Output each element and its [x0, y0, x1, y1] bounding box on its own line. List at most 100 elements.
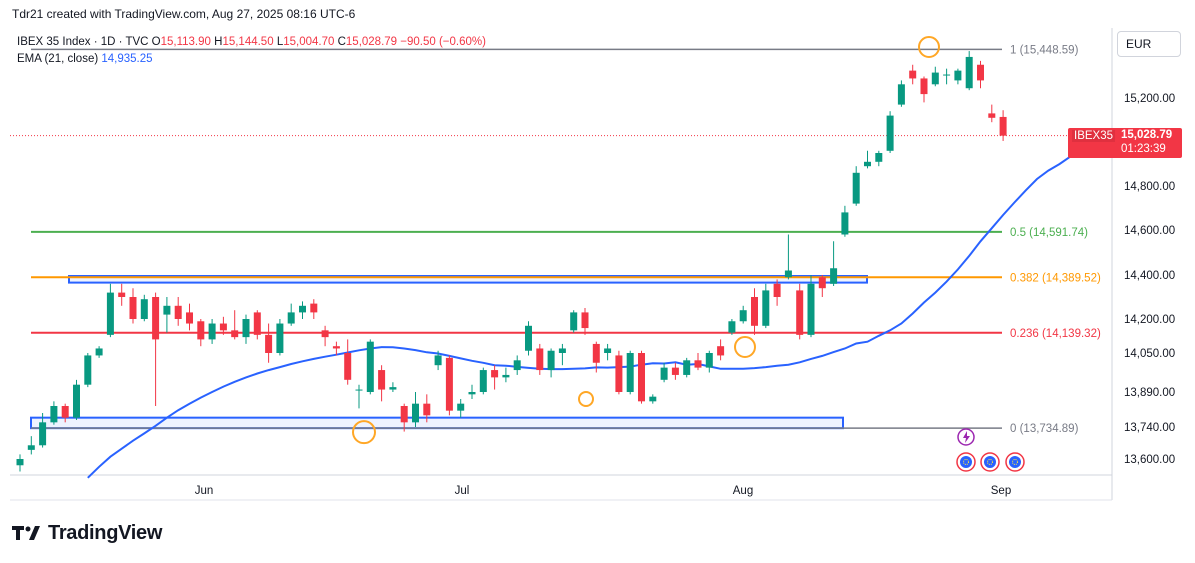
- candle-body: [931, 72, 939, 85]
- candle-body: [683, 360, 691, 375]
- tradingview-logo-icon: [12, 526, 40, 540]
- candle-body: [796, 290, 804, 335]
- candle-body: [536, 348, 544, 371]
- candle-body: [39, 422, 47, 446]
- candle-body: [547, 350, 555, 371]
- candle-body: [705, 353, 713, 368]
- candle-body: [638, 353, 645, 402]
- candle-body: [852, 172, 860, 204]
- candle-body: [84, 355, 92, 385]
- price-tick-label: 14,600.00: [1124, 225, 1175, 237]
- change-value: −90.50 (−0.60%): [400, 36, 486, 48]
- fib-level-label: 0.5 (14,591.74): [1010, 227, 1088, 239]
- candle-body: [61, 406, 69, 418]
- high-value: 15,144.50: [222, 36, 274, 48]
- last-price-tag: IBEX35 15,028.79 01:23:39: [1068, 128, 1182, 158]
- candle-body: [344, 353, 352, 380]
- candle-body: [728, 321, 736, 333]
- candle-body: [999, 116, 1007, 136]
- flag-stars-icon: [1012, 459, 1018, 465]
- lightning-bolt-icon: [963, 431, 970, 443]
- price-tag-value: 15,028.79: [1121, 129, 1173, 141]
- chart-credit: Tdr21 created with TradingView.com, Aug …: [12, 7, 356, 21]
- close-label: C: [337, 36, 346, 48]
- candle-body: [321, 330, 329, 338]
- candle-body: [287, 312, 295, 324]
- candle-body: [355, 389, 363, 391]
- price-tick-label: 13,740.00: [1124, 422, 1175, 434]
- time-tick-label: Jul: [455, 485, 470, 497]
- candle-body: [378, 370, 386, 390]
- currency-selector[interactable]: EUR: [1117, 31, 1181, 57]
- price-tick-label: 14,050.00: [1124, 348, 1175, 360]
- candle-body: [265, 334, 273, 353]
- candle-body: [818, 277, 826, 289]
- fib-level-label: 1 (15,448.59): [1010, 44, 1079, 56]
- candle-body: [988, 113, 996, 118]
- low-label: L: [276, 36, 284, 48]
- candle-body: [468, 392, 476, 395]
- candle-body: [219, 323, 227, 331]
- candle-body: [671, 367, 679, 375]
- highlight-circle: [734, 336, 756, 358]
- candle-body: [841, 212, 849, 235]
- candle-body: [694, 360, 702, 368]
- symbol-name[interactable]: IBEX 35 Index · 1D · TVC: [17, 36, 149, 48]
- chart-svg[interactable]: 13,600.00 13,740.00 13,890.00 14,050.00 14,2…: [0, 0, 1195, 520]
- candle-body: [977, 64, 984, 81]
- candle-body: [592, 343, 600, 363]
- ema-21-line: [87, 155, 1072, 479]
- close-value: 15,028.79: [345, 36, 398, 48]
- candle-body: [400, 406, 408, 423]
- candle-body: [16, 459, 24, 466]
- high-label: H: [214, 36, 223, 48]
- candle-body: [920, 78, 928, 95]
- resistance-zone-rect: [68, 275, 868, 284]
- flag-icon: [1009, 456, 1021, 468]
- candle-body: [581, 312, 589, 329]
- flag-stars-icon: [963, 459, 969, 465]
- candle-body: [525, 325, 532, 351]
- candle-body: [50, 406, 58, 423]
- highlight-circle: [918, 36, 940, 58]
- candle-body: [784, 270, 792, 278]
- candle-body: [965, 56, 973, 89]
- price-tick-label: 14,200.00: [1124, 314, 1175, 326]
- candle-body: [310, 303, 318, 313]
- candle-body: [445, 357, 453, 411]
- candle-body: [27, 445, 35, 450]
- ohlc-legend: IBEX 35 Index · 1D · TVC O15,113.90 H15,…: [17, 36, 486, 48]
- candle-body: [389, 387, 397, 390]
- candle-body: [649, 396, 657, 402]
- ema-legend[interactable]: EMA (21, close) 14,935.25: [17, 53, 153, 65]
- tradingview-logo[interactable]: TradingView: [12, 521, 162, 545]
- candle-body: [513, 360, 521, 371]
- candle-body: [242, 319, 250, 338]
- candle-body: [231, 330, 239, 338]
- time-tick-label: Aug: [733, 485, 753, 497]
- chart-area[interactable]: 13,600.00 13,740.00 13,890.00 14,050.00 14,2…: [0, 0, 1195, 520]
- candle-body: [615, 355, 623, 392]
- price-tick-label: 13,890.00: [1124, 387, 1175, 399]
- candle-body: [186, 312, 193, 324]
- candle-body: [457, 403, 465, 411]
- candle-body: [163, 305, 171, 315]
- candle-body: [830, 268, 838, 284]
- candle-body: [197, 321, 205, 340]
- candle-body: [875, 153, 883, 162]
- candle-body: [943, 74, 951, 76]
- candle-body: [106, 292, 114, 335]
- candle-body: [423, 403, 431, 416]
- candle-body: [909, 70, 917, 79]
- low-value: 15,004.70: [283, 36, 335, 48]
- price-tick-label: 15,200.00: [1124, 93, 1175, 105]
- candle-body: [174, 305, 182, 319]
- candle-body: [434, 355, 442, 366]
- candle-body: [140, 299, 148, 319]
- flag-stars-icon: [987, 459, 993, 465]
- candle-body: [739, 310, 747, 322]
- candle-body: [660, 367, 668, 380]
- candle-body: [73, 384, 80, 418]
- candle-body: [604, 348, 612, 353]
- price-tag-countdown: 01:23:39: [1121, 143, 1166, 155]
